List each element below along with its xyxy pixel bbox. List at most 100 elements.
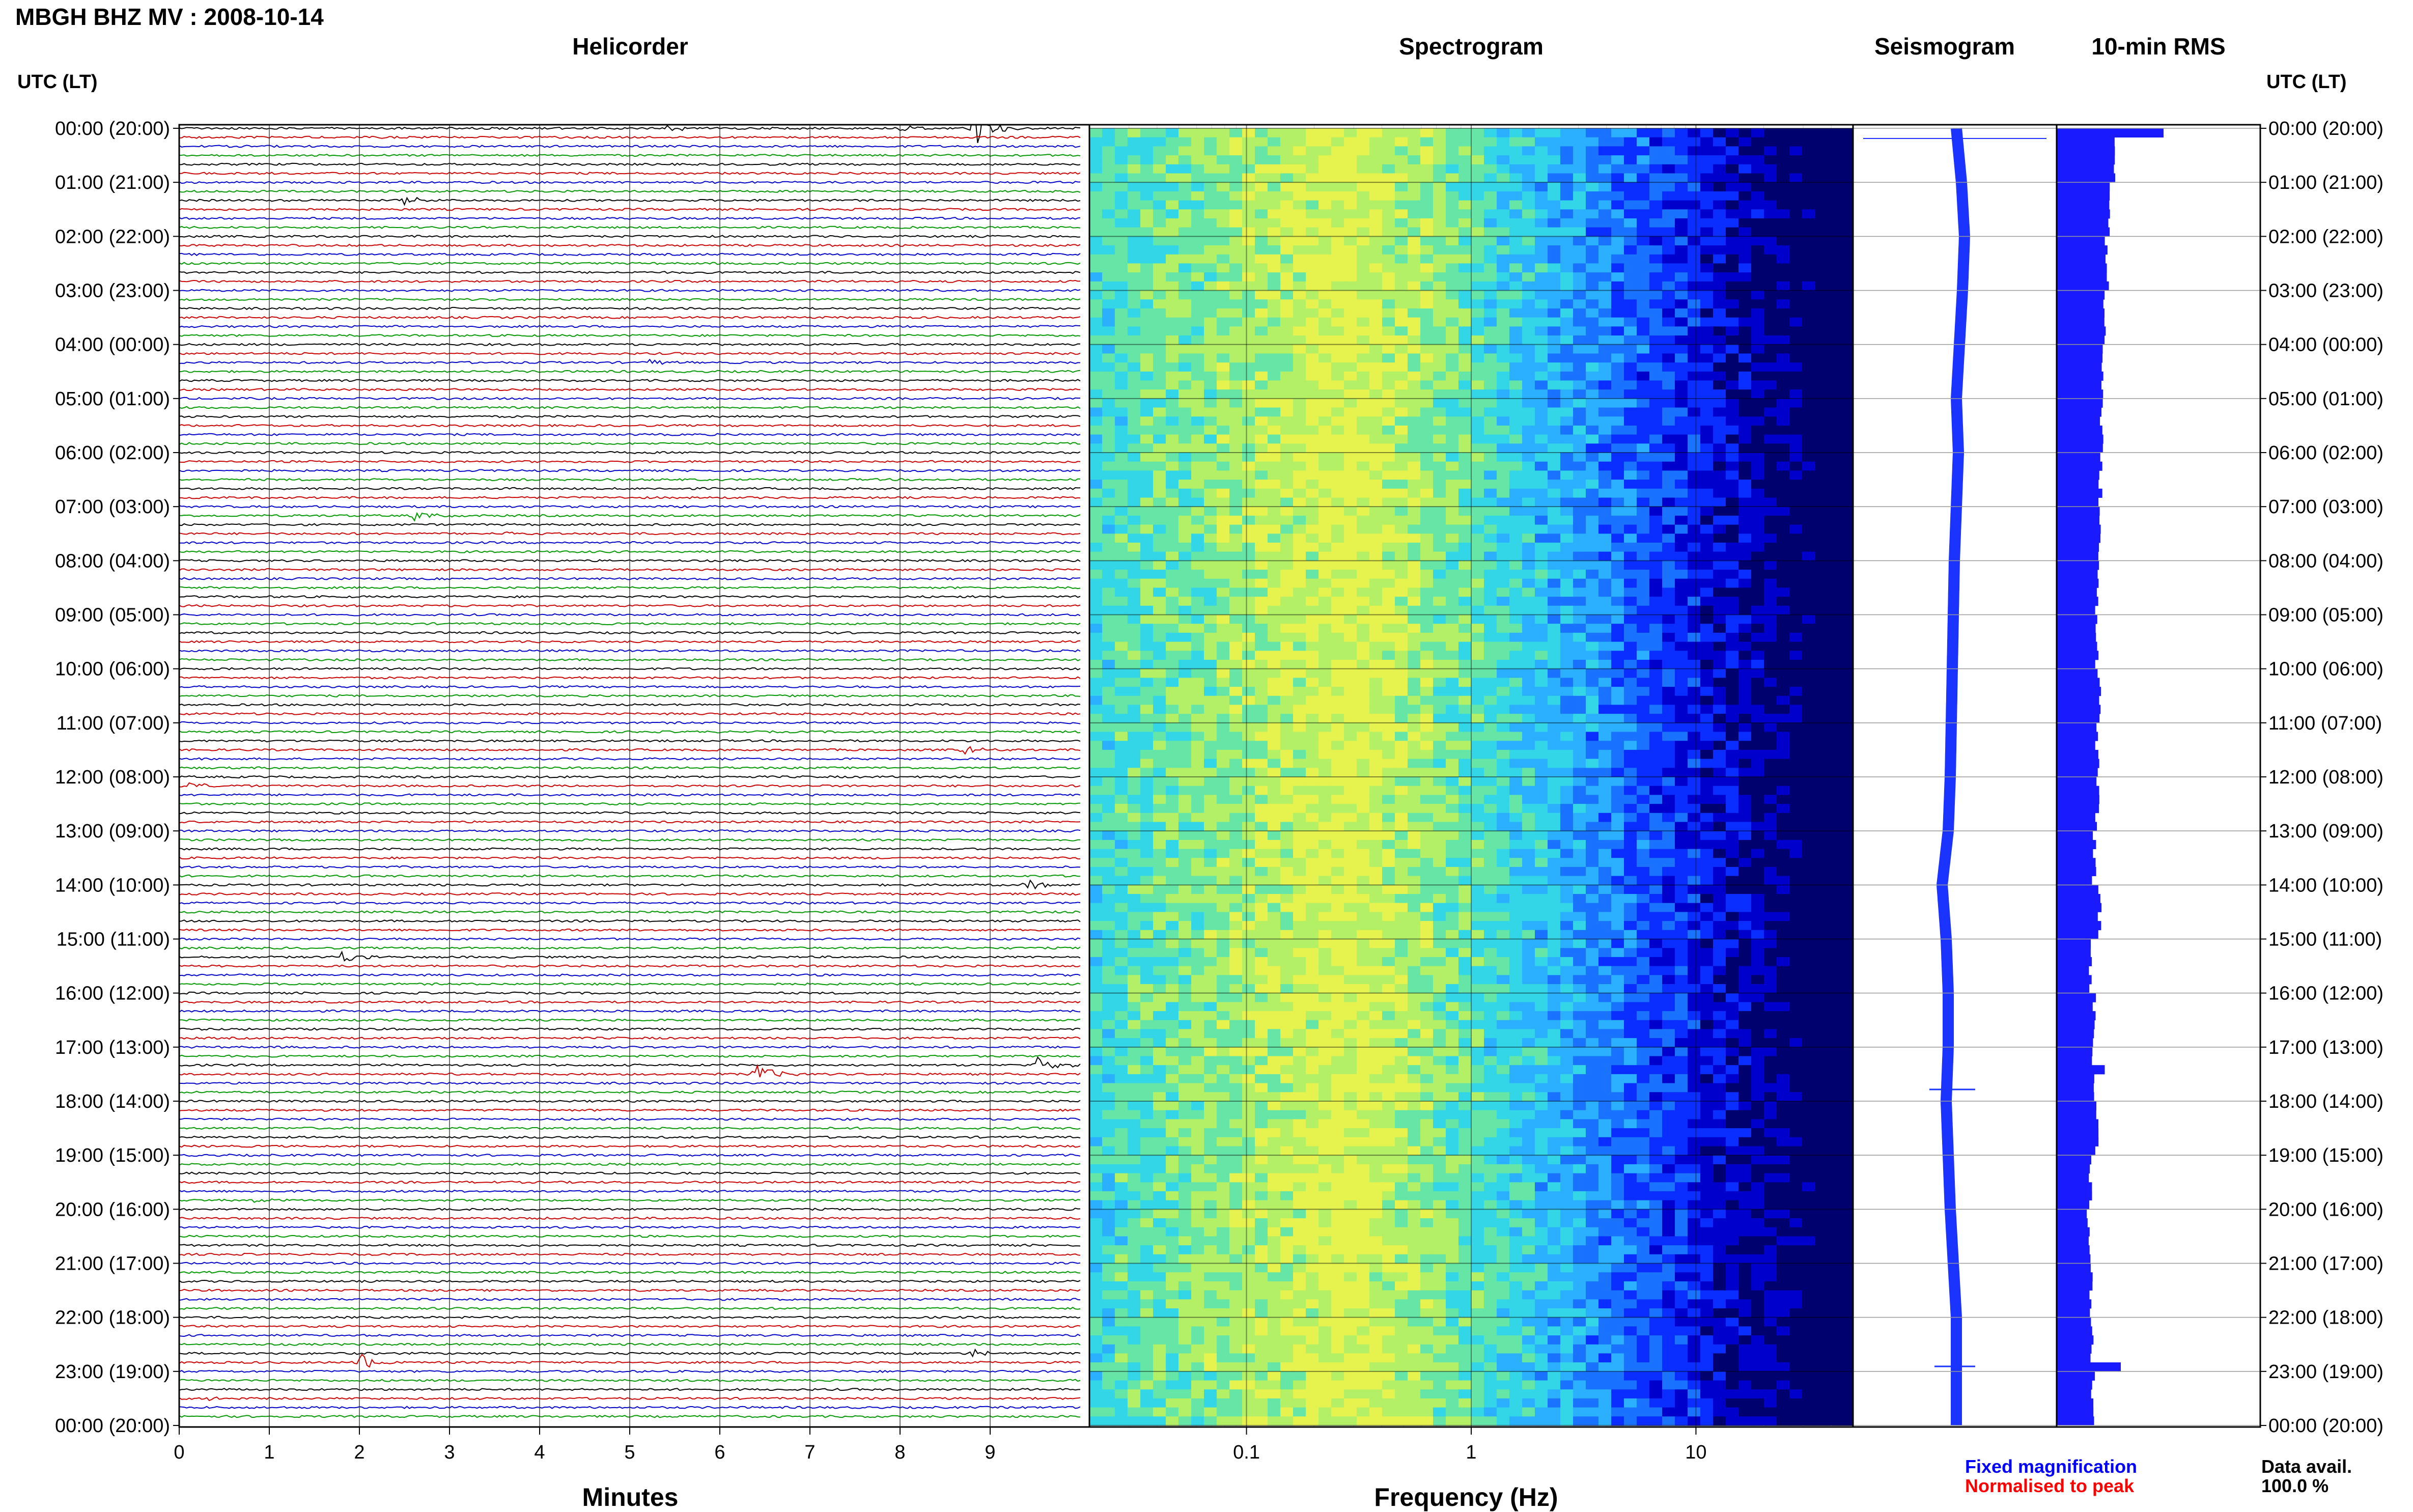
spectrogram-cell <box>1738 507 1752 516</box>
spectrogram-cell <box>1331 866 1344 877</box>
spectrogram-cell <box>1649 605 1663 615</box>
spectrogram-cell <box>1497 722 1510 733</box>
spectrogram-cell <box>1751 515 1764 525</box>
spectrogram-cell <box>1179 759 1192 768</box>
spectrogram-cell <box>1713 858 1726 867</box>
spectrogram-cell <box>1446 551 1459 561</box>
spectrogram-cell <box>1408 326 1421 336</box>
spectrogram-cell <box>1662 488 1675 498</box>
spectrogram-cell <box>1624 795 1637 804</box>
spectrogram-cell <box>1420 245 1434 255</box>
spectrogram-cell <box>1357 344 1370 354</box>
spectrogram-cell <box>1738 858 1752 867</box>
spectrogram-cell <box>1115 678 1128 687</box>
spectrogram-cell <box>1484 290 1497 300</box>
spectrogram-cell <box>1458 614 1472 624</box>
spectrogram-cell <box>1280 236 1294 246</box>
spectrogram-cell <box>1484 849 1497 858</box>
spectrogram-cell <box>1128 578 1141 588</box>
spectrogram-cell <box>1726 732 1739 741</box>
spectrogram-cell <box>1408 344 1421 354</box>
spectrogram-cell <box>1611 632 1624 642</box>
spectrogram-cell <box>1560 416 1574 426</box>
spectrogram-cell <box>1764 795 1777 804</box>
spectrogram-cell <box>1331 497 1344 507</box>
spectrogram-cell <box>1140 290 1154 300</box>
spectrogram-cell <box>1509 587 1523 597</box>
spectrogram-cell <box>1140 515 1154 525</box>
spectrogram-cell <box>1102 749 1115 760</box>
spectrogram-cell <box>1166 515 1179 525</box>
spectrogram-cell <box>1089 290 1103 300</box>
spectrogram-cell <box>1548 200 1561 210</box>
spectrogram-cell <box>1293 515 1306 525</box>
spectrogram-cell <box>1700 777 1714 787</box>
spectrogram-cell <box>1637 542 1650 552</box>
spectrogram-cell <box>1128 786 1141 795</box>
spectrogram-cell <box>1840 614 1853 624</box>
spectrogram-cell <box>1738 849 1752 858</box>
spectrogram-cell <box>1840 335 1853 345</box>
spectrogram-cell <box>1102 191 1115 201</box>
spectrogram-cell <box>1166 822 1179 831</box>
spectrogram-cell <box>1420 795 1434 804</box>
spectrogram-cell <box>1738 218 1752 228</box>
spectrogram-cell <box>1675 786 1688 795</box>
spectrogram-cell <box>1102 795 1115 804</box>
spectrogram-cell <box>1471 614 1484 624</box>
spectrogram-cell <box>1586 461 1599 471</box>
spectrogram-cell <box>1751 335 1764 345</box>
spectrogram-cell <box>1535 605 1548 615</box>
spectrogram-cell <box>1675 480 1688 489</box>
spectrogram-cell <box>1611 749 1624 760</box>
spectrogram-cell <box>1611 732 1624 741</box>
spectrogram-cell <box>1306 822 1319 831</box>
spectrogram-cell <box>1166 308 1179 318</box>
spectrogram-cell <box>1688 128 1701 138</box>
spectrogram-cell <box>1675 570 1688 579</box>
spectrogram-cell <box>1408 678 1421 687</box>
spectrogram-cell <box>1637 849 1650 858</box>
spectrogram-cell <box>1700 398 1714 408</box>
spectrogram-cell <box>1675 732 1688 741</box>
spectrogram-cell <box>1789 218 1803 228</box>
spectrogram-cell <box>1268 795 1281 804</box>
spectrogram-cell <box>1128 389 1141 399</box>
spectrogram-cell <box>1828 245 1841 255</box>
spectrogram-cell <box>1191 695 1204 706</box>
spectrogram-cell <box>1255 344 1268 354</box>
spectrogram-cell <box>1089 407 1103 417</box>
spectrogram-cell <box>1777 632 1790 642</box>
spectrogram-cell <box>1357 317 1370 327</box>
spectrogram-cell <box>1586 146 1599 156</box>
spectrogram-cell <box>1433 660 1446 669</box>
spectrogram-cell <box>1777 434 1790 444</box>
spectrogram-cell <box>1688 822 1701 831</box>
spectrogram-cell <box>1675 641 1688 651</box>
spectrogram-cell <box>1624 524 1637 534</box>
spectrogram-cell <box>1688 866 1701 877</box>
spectrogram-cell <box>1649 308 1663 318</box>
spectrogram-cell <box>1700 326 1714 336</box>
spectrogram-cell <box>1115 839 1128 850</box>
spectrogram-cell <box>1395 651 1408 660</box>
spectrogram-cell <box>1548 308 1561 318</box>
spectrogram-cell <box>1700 191 1714 201</box>
spectrogram-cell <box>1751 614 1764 624</box>
spectrogram-cell <box>1357 335 1370 345</box>
spectrogram-cell <box>1217 182 1230 192</box>
spectrogram-cell <box>1789 795 1803 804</box>
spectrogram-cell <box>1280 804 1294 814</box>
spectrogram-cell <box>1433 497 1446 507</box>
spectrogram-cell <box>1598 425 1612 435</box>
spectrogram-cell <box>1828 605 1841 615</box>
spectrogram-cell <box>1293 461 1306 471</box>
spectrogram-cell <box>1420 714 1434 723</box>
spectrogram-cell <box>1229 524 1243 534</box>
spectrogram-cell <box>1166 380 1179 390</box>
spectrogram-cell <box>1624 695 1637 706</box>
spectrogram-cell <box>1166 732 1179 741</box>
spectrogram-cell <box>1573 425 1586 435</box>
spectrogram-cell <box>1344 813 1357 823</box>
spectrogram-cell <box>1675 353 1688 363</box>
